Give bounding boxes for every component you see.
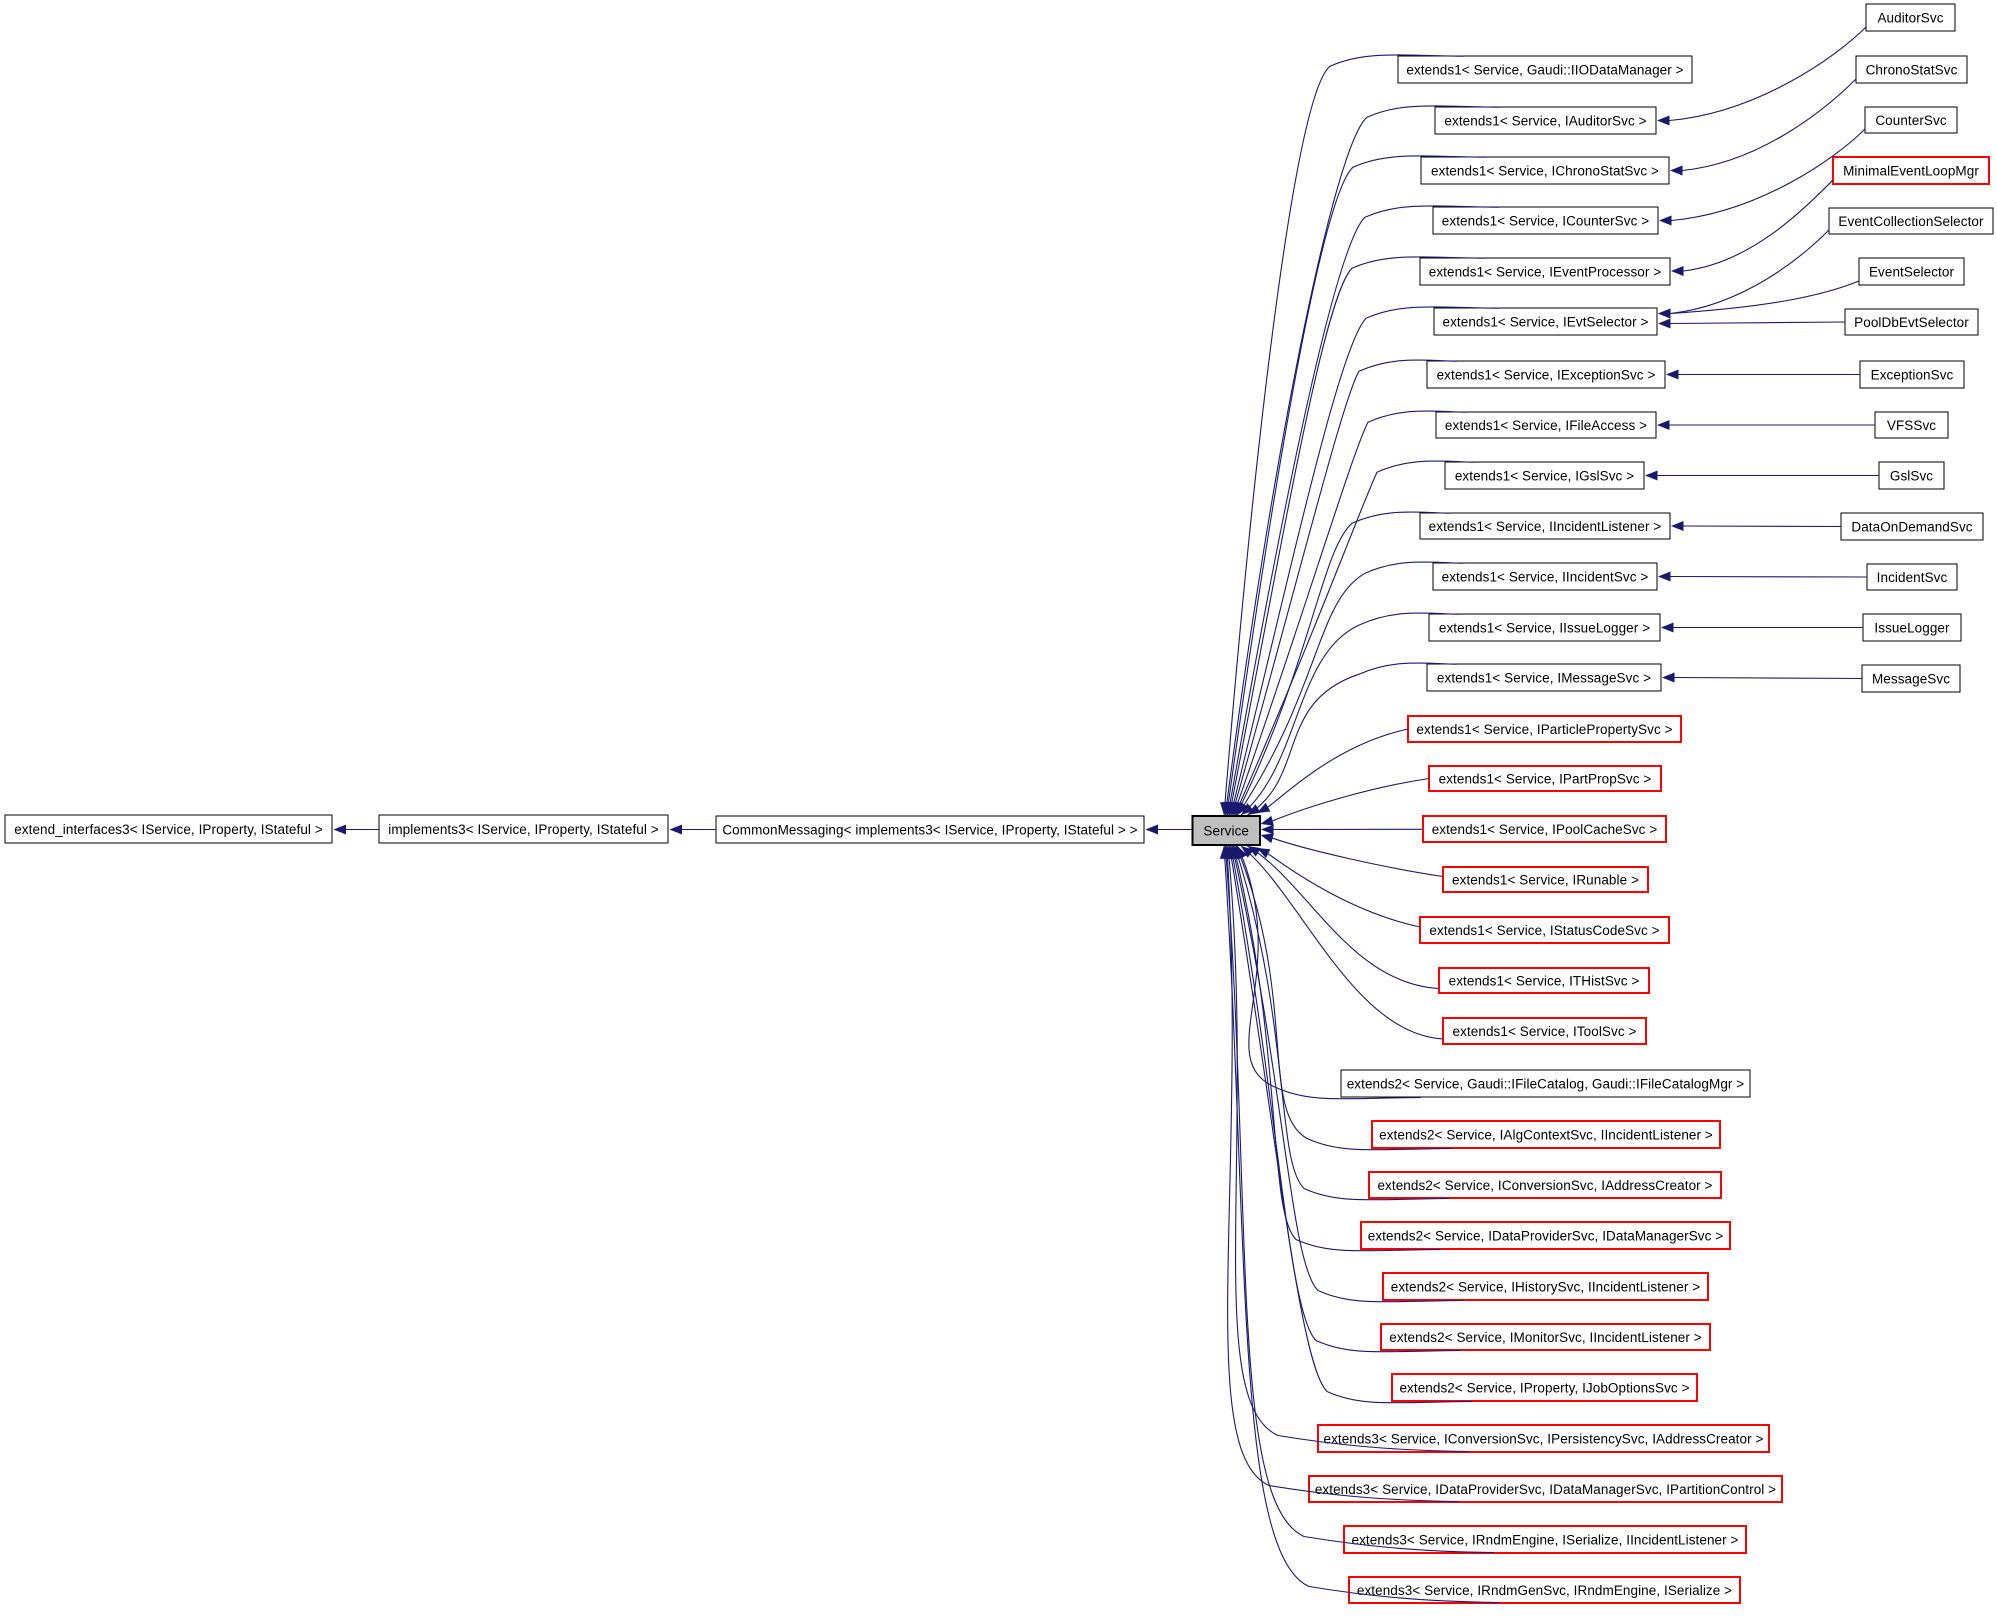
- svg-text:AuditorSvc: AuditorSvc: [1877, 10, 1943, 25]
- svg-text:extends1< Service, IFileAccess: extends1< Service, IFileAccess >: [1445, 418, 1647, 433]
- svg-text:extends1< Service, Gaudi::IIOD: extends1< Service, Gaudi::IIODataManager…: [1406, 62, 1683, 77]
- svg-text:extends2< Service, Gaudi::IFil: extends2< Service, Gaudi::IFileCatalog, …: [1347, 1076, 1745, 1091]
- svg-text:PoolDbEvtSelector: PoolDbEvtSelector: [1854, 315, 1969, 330]
- svg-text:CounterSvc: CounterSvc: [1875, 113, 1947, 128]
- svg-text:extends1< Service, IParticlePr: extends1< Service, IParticlePropertySvc …: [1416, 722, 1672, 737]
- svg-text:extends1< Service, ICounterSvc: extends1< Service, ICounterSvc >: [1442, 213, 1649, 228]
- svg-text:extends1< Service, IMessageSvc: extends1< Service, IMessageSvc >: [1437, 670, 1651, 685]
- svg-text:ChronoStatSvc: ChronoStatSvc: [1866, 62, 1958, 77]
- svg-text:extends1< Service, IEventProce: extends1< Service, IEventProcessor >: [1429, 264, 1662, 279]
- svg-text:extends1< Service, IEvtSelecto: extends1< Service, IEvtSelector >: [1443, 314, 1649, 329]
- svg-text:extends2< Service, IConversion: extends2< Service, IConversionSvc, IAddr…: [1377, 1178, 1712, 1193]
- svg-text:IncidentSvc: IncidentSvc: [1877, 570, 1948, 585]
- svg-text:DataOnDemandSvc: DataOnDemandSvc: [1851, 519, 1972, 534]
- svg-text:extends3< Service, IRndmGenSvc: extends3< Service, IRndmGenSvc, IRndmEng…: [1357, 1583, 1732, 1598]
- svg-text:EventSelector: EventSelector: [1869, 264, 1955, 279]
- svg-text:extends1< Service, IIncidentSv: extends1< Service, IIncidentSvc >: [1442, 569, 1649, 584]
- svg-text:extends1< Service, IIssueLogge: extends1< Service, IIssueLogger >: [1439, 620, 1650, 635]
- svg-text:extends1< Service, IPoolCacheS: extends1< Service, IPoolCacheSvc >: [1432, 822, 1658, 837]
- svg-text:extends1< Service, IRunable >: extends1< Service, IRunable >: [1452, 872, 1639, 887]
- svg-text:extends3< Service, IDataProvid: extends3< Service, IDataProviderSvc, IDa…: [1315, 1482, 1776, 1497]
- svg-text:EventCollectionSelector: EventCollectionSelector: [1838, 214, 1984, 229]
- svg-text:extends2< Service, IHistorySvc: extends2< Service, IHistorySvc, IInciden…: [1391, 1279, 1701, 1294]
- svg-text:extends1< Service, IAuditorSvc: extends1< Service, IAuditorSvc >: [1444, 113, 1646, 128]
- svg-text:extends1< Service, ITHistSvc >: extends1< Service, ITHistSvc >: [1449, 973, 1640, 988]
- svg-text:extends1< Service, IStatusCode: extends1< Service, IStatusCodeSvc >: [1429, 923, 1659, 938]
- svg-text:extends1< Service, IChronoStat: extends1< Service, IChronoStatSvc >: [1431, 163, 1659, 178]
- svg-text:Service: Service: [1203, 823, 1249, 838]
- svg-text:extends1< Service, IPartPropSv: extends1< Service, IPartPropSvc >: [1439, 771, 1652, 786]
- svg-text:MessageSvc: MessageSvc: [1872, 671, 1950, 686]
- svg-text:extends2< Service, IAlgContext: extends2< Service, IAlgContextSvc, IInci…: [1379, 1127, 1713, 1142]
- svg-text:extends1< Service, IExceptionS: extends1< Service, IExceptionSvc >: [1437, 367, 1656, 382]
- svg-text:extends1< Service, IIncidentLi: extends1< Service, IIncidentListener >: [1429, 519, 1662, 534]
- svg-text:CommonMessaging< implements3<: CommonMessaging< implements3< IService, …: [722, 822, 1137, 837]
- svg-text:extend_interfaces3< IService,: extend_interfaces3< IService, IProperty,…: [14, 822, 323, 837]
- svg-text:implements3< IService, IProper: implements3< IService, IProperty, IState…: [388, 822, 659, 837]
- svg-text:extends2< Service, IMonitorSvc: extends2< Service, IMonitorSvc, IInciden…: [1389, 1330, 1702, 1345]
- svg-text:extends1< Service, IToolSvc >: extends1< Service, IToolSvc >: [1453, 1024, 1637, 1039]
- svg-text:extends3< Service, IConversion: extends3< Service, IConversionSvc, IPers…: [1324, 1431, 1764, 1446]
- svg-text:VFSSvc: VFSSvc: [1887, 418, 1936, 433]
- svg-text:extends3< Service, IRndmEngine: extends3< Service, IRndmEngine, ISeriali…: [1351, 1532, 1738, 1547]
- svg-text:extends2< Service, IDataProvid: extends2< Service, IDataProviderSvc, IDa…: [1368, 1228, 1724, 1243]
- svg-text:IssueLogger: IssueLogger: [1874, 620, 1950, 635]
- svg-text:ExceptionSvc: ExceptionSvc: [1871, 367, 1954, 382]
- svg-text:extends2< Service, IProperty,: extends2< Service, IProperty, IJobOption…: [1399, 1380, 1689, 1395]
- svg-text:MinimalEventLoopMgr: MinimalEventLoopMgr: [1843, 163, 1979, 178]
- svg-text:extends1< Service, IGslSvc >: extends1< Service, IGslSvc >: [1455, 468, 1634, 483]
- svg-text:GslSvc: GslSvc: [1890, 468, 1933, 483]
